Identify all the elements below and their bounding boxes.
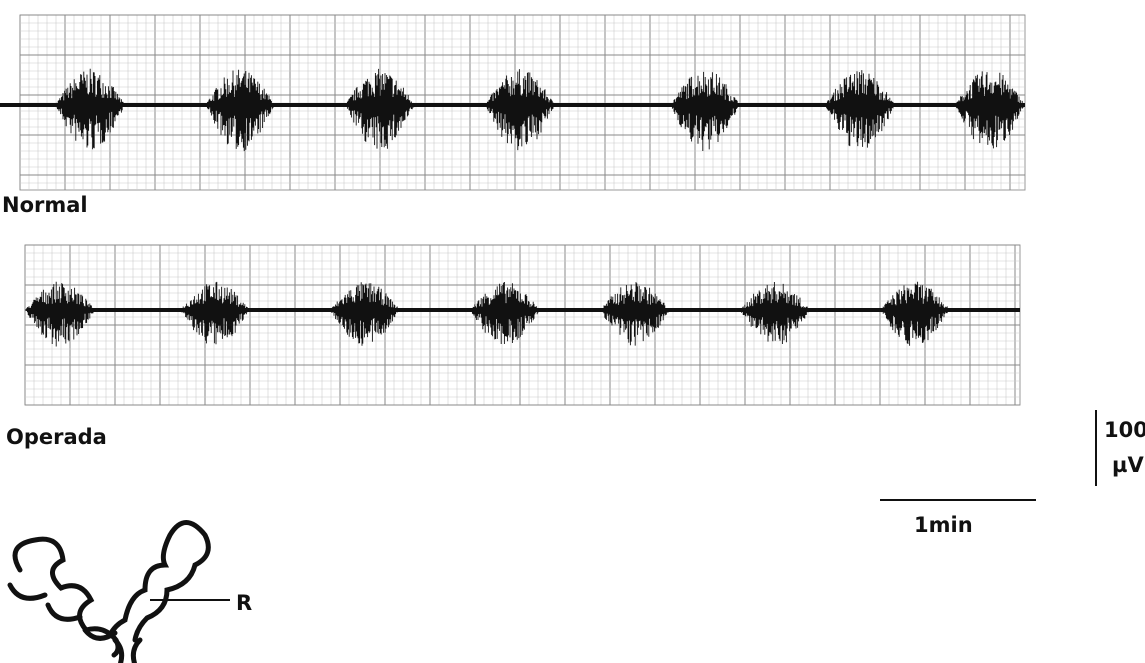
trace-label: Normal bbox=[2, 193, 88, 217]
diagram-label: R bbox=[236, 591, 252, 615]
trace-label: Operada bbox=[6, 425, 107, 449]
time-label: 1min bbox=[914, 513, 973, 537]
amplitude-label: 1000 bbox=[1104, 418, 1145, 442]
burst bbox=[25, 282, 950, 347]
figure: Normal Operada 1000 µV 1min R bbox=[0, 0, 1145, 663]
uterus-diagram bbox=[10, 523, 208, 663]
emg-trace bbox=[0, 69, 1025, 151]
amplitude-unit: µV bbox=[1112, 453, 1144, 477]
